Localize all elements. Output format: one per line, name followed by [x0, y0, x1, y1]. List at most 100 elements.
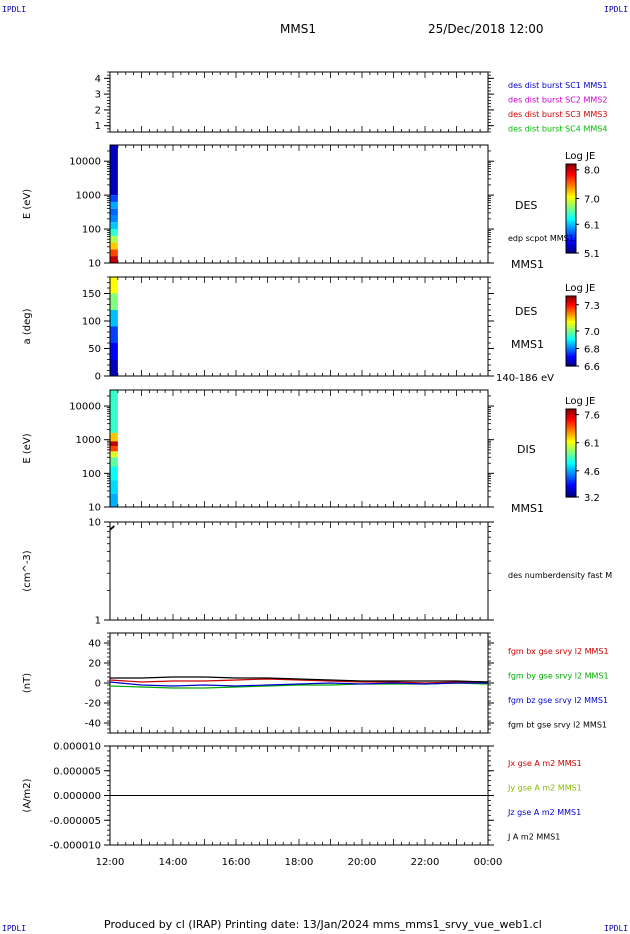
y-tick-label: 40 [88, 639, 101, 650]
colorbar-cell [566, 459, 576, 463]
panel-label-des: DES [515, 305, 537, 318]
y-tick-label: -0.000005 [50, 816, 101, 827]
des-energy-bin [110, 201, 118, 209]
colorbar-cell [566, 297, 576, 301]
colorbar-cell [566, 310, 576, 313]
colorbar-cell [566, 237, 576, 241]
legend-fgm-2: fgm bz gse srvy l2 MMS1 [508, 696, 608, 705]
panel-frame-1 [109, 144, 489, 264]
panel-label-mms1: MMS1 [511, 502, 544, 515]
colorbar-cell [566, 357, 576, 360]
colorbar-cell [566, 483, 576, 487]
y-tick-label: 0 [95, 679, 101, 690]
colorbar-cell [566, 315, 576, 318]
spacecraft-title: MMS1 [280, 22, 316, 36]
x-tick-label: 14:00 [159, 857, 188, 868]
colorbar-cell [566, 350, 576, 353]
colorbar-cell [566, 464, 576, 467]
legend-density: des numberdensity fast M [508, 571, 612, 580]
colorbar-cell [566, 308, 576, 311]
colorbar-cell [566, 239, 576, 243]
colorbar-cell [566, 332, 576, 336]
colorbar-cell [566, 204, 576, 207]
colorbar-cell [566, 453, 576, 456]
colorbar-cell [566, 486, 576, 489]
y-tick-label: -40 [85, 719, 101, 730]
corner-label-bottom-left: IPDLI [2, 924, 27, 933]
y-tick-label: 10000 [69, 402, 101, 413]
colorbar-cell [566, 301, 576, 304]
y-axis-label: (cm^-3) [22, 550, 33, 591]
colorbar-cell [566, 448, 576, 452]
corner-label-bottom-right: IPDLI [604, 924, 629, 933]
des-pitch-bin [110, 277, 118, 294]
x-tick-label: 18:00 [285, 857, 314, 868]
colorbar-cell [566, 433, 576, 436]
colorbar-cell [566, 208, 576, 212]
legend-fgm-3: fgm bt gse srvy l2 MMS1 [508, 721, 607, 730]
colorbar-cell [566, 338, 576, 341]
colorbar-cell [566, 190, 576, 194]
colorbar-cell [566, 199, 576, 203]
x-tick-label: 12:00 [96, 857, 125, 868]
footer-credits: Produced by cl (IRAP) Printing date: 13/… [104, 918, 542, 931]
colorbar-cell [566, 197, 576, 201]
y-tick-label: 0.000005 [53, 766, 101, 777]
y-tick-label: 3 [95, 90, 101, 101]
dis-energy-bin [110, 480, 118, 494]
colorbar-tick-label: 7.6 [584, 411, 600, 422]
colorbar-cell [566, 494, 576, 498]
colorbar-cell [566, 244, 576, 247]
des-energy-bin [110, 195, 118, 202]
des-energy-bin [110, 222, 118, 230]
y-tick-label: 10000 [69, 157, 101, 168]
colorbar-cell [566, 226, 576, 230]
colorbar-cell [566, 181, 576, 185]
y-tick-label: 10 [88, 503, 101, 514]
colorbar-tick-label: 6.8 [584, 345, 600, 356]
colorbar-cell [566, 219, 576, 223]
y-tick-label: 10 [88, 518, 101, 529]
colorbar-cell [566, 172, 576, 176]
colorbar-cell [566, 217, 576, 221]
b-field-series-2 [109, 681, 488, 687]
colorbar-cell [566, 345, 576, 348]
colorbar-cell [566, 329, 576, 332]
colorbar-cell [566, 327, 576, 330]
colorbar-frame-1 [565, 163, 577, 254]
density-point [112, 525, 115, 528]
colorbar-cell [566, 175, 576, 178]
colorbar-tick-label: 6.1 [584, 220, 600, 231]
colorbar-tick-label: 7.3 [584, 301, 600, 312]
colorbar-cell [566, 311, 576, 315]
colorbar-cell [566, 195, 576, 198]
colorbar-cell [566, 461, 576, 465]
colorbar-cell [566, 417, 576, 421]
colorbar-cell [566, 470, 576, 474]
colorbar-title: Log JE [565, 396, 595, 407]
colorbar-cell [566, 352, 576, 355]
des-pitch-bin [110, 293, 118, 310]
x-tick-label: 16:00 [222, 857, 251, 868]
colorbar-cell [566, 431, 576, 434]
y-axis-label: (A/m2) [22, 778, 33, 812]
b-field-series-3 [110, 676, 489, 683]
legend-burst-sc2: des dist burst SC2 MMS2 [508, 96, 607, 105]
colorbar-cell [566, 334, 576, 337]
colorbar-cell [566, 188, 576, 192]
colorbar-cell [566, 475, 576, 478]
colorbar-cell [566, 362, 576, 365]
panel-frame-3 [109, 389, 489, 508]
corner-label-top-right: IPDLI [604, 5, 629, 14]
legend-current-3: J A m2 MMS1 [507, 833, 560, 842]
colorbar-cell [566, 420, 576, 423]
colorbar-cell [566, 472, 576, 476]
colorbar-cell [566, 481, 576, 485]
colorbar-tick-label: 6.6 [584, 362, 600, 373]
colorbar-tick-label: 8.0 [584, 166, 600, 177]
colorbar-cell [566, 299, 576, 302]
colorbar-cell [566, 428, 576, 432]
y-tick-label: 1 [95, 121, 101, 132]
y-tick-label: 1 [95, 616, 101, 627]
panel-label-mms1: MMS1 [511, 338, 544, 351]
